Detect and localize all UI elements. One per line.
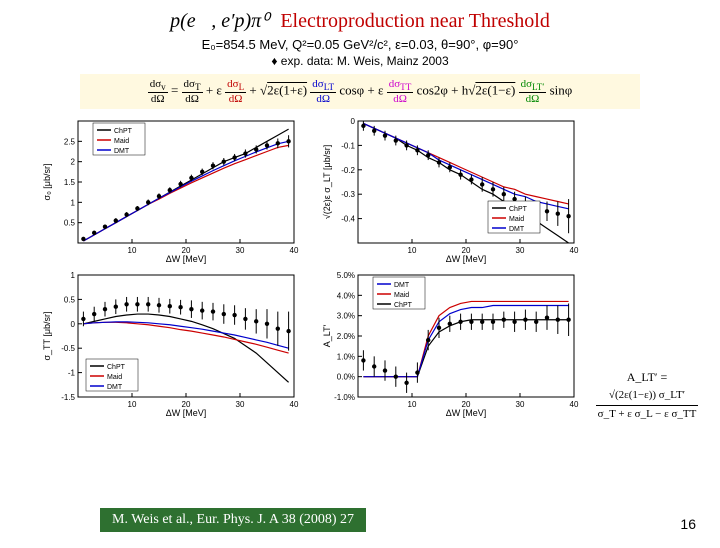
svg-text:2: 2 xyxy=(71,158,76,167)
svg-text:ΔW [MeV]: ΔW [MeV] xyxy=(446,408,487,418)
svg-text:40: 40 xyxy=(570,400,579,409)
svg-text:30: 30 xyxy=(516,400,525,409)
svg-text:1.0%: 1.0% xyxy=(337,353,355,362)
svg-text:ChPT: ChPT xyxy=(509,206,528,213)
svg-text:A_LT′: A_LT′ xyxy=(322,325,332,348)
panel-sigma0: 102030400.511.522.5σ₀ [μb/sr]ΔW [MeV]ChP… xyxy=(40,115,300,265)
svg-text:10: 10 xyxy=(408,246,417,255)
svg-text:DMT: DMT xyxy=(107,384,123,391)
svg-text:30: 30 xyxy=(236,246,245,255)
svg-text:ΔW [MeV]: ΔW [MeV] xyxy=(166,254,207,264)
title-text: Electroproduction near Threshold xyxy=(280,10,550,32)
svg-text:ΔW [MeV]: ΔW [MeV] xyxy=(166,408,207,418)
svg-text:DMT: DMT xyxy=(394,282,410,289)
svg-text:1: 1 xyxy=(71,271,76,280)
svg-text:10: 10 xyxy=(128,246,137,255)
panel-sigmaTT: 10203040-1.5-1-0.500.51σ_TT [μb/sr]ΔW [M… xyxy=(40,269,300,419)
svg-text:40: 40 xyxy=(290,246,299,255)
svg-text:10: 10 xyxy=(408,400,417,409)
svg-text:-1.5: -1.5 xyxy=(61,393,75,402)
svg-text:σ_TT [μb/sr]: σ_TT [μb/sr] xyxy=(42,312,52,361)
exp-data-label: ♦ exp. data: M. Weis, Mainz 2003 xyxy=(0,54,720,68)
svg-text:-1: -1 xyxy=(68,369,76,378)
subtitle: E₀=854.5 MeV, Q²=0.05 GeV²/c², ε=0.03, θ… xyxy=(0,37,720,52)
svg-text:5.0%: 5.0% xyxy=(337,271,355,280)
svg-text:40: 40 xyxy=(570,246,579,255)
svg-text:2.5: 2.5 xyxy=(64,138,76,147)
svg-text:1: 1 xyxy=(71,199,76,208)
svg-text:√(2ε)ε σ_LT [μb/sr]: √(2ε)ε σ_LT [μb/sr] xyxy=(322,145,332,219)
svg-text:Maid: Maid xyxy=(107,374,122,381)
svg-text:0: 0 xyxy=(71,320,76,329)
svg-text:30: 30 xyxy=(236,400,245,409)
title-formula: p(e⃗, e′p)π⁰ xyxy=(170,10,269,32)
svg-text:1.5: 1.5 xyxy=(64,178,76,187)
svg-text:DMT: DMT xyxy=(509,226,525,233)
svg-text:0: 0 xyxy=(351,117,356,126)
page-title: p(e⃗, e′p)π⁰ Electroproduction near Thre… xyxy=(0,8,720,33)
citation-box: M. Weis et al., Eur. Phys. J. A 38 (2008… xyxy=(100,508,366,532)
marker-icon: ♦ xyxy=(271,54,277,68)
svg-text:-1.0%: -1.0% xyxy=(334,393,355,402)
svg-text:-0.3: -0.3 xyxy=(341,190,355,199)
svg-text:ΔW [MeV]: ΔW [MeV] xyxy=(446,254,487,264)
panel-ALTprime: 10203040-1.0%0.0%1.0%2.0%3.0%4.0%5.0%A_L… xyxy=(320,269,580,419)
svg-text:3.0%: 3.0% xyxy=(337,312,355,321)
svg-text:-0.1: -0.1 xyxy=(341,142,355,151)
svg-text:40: 40 xyxy=(290,400,299,409)
svg-text:DMT: DMT xyxy=(114,148,130,155)
svg-text:Maid: Maid xyxy=(394,292,409,299)
page-number: 16 xyxy=(680,516,696,532)
svg-text:2.0%: 2.0% xyxy=(337,332,355,341)
svg-text:0.0%: 0.0% xyxy=(337,373,355,382)
equation-box: dσvdΩ = dσTdΩ + ε dσLdΩ + √2ε(1+ε) dσLTd… xyxy=(80,74,640,109)
svg-text:-0.5: -0.5 xyxy=(61,344,75,353)
alt-formula: A_LT′ = √(2ε(1−ε)) σ_LT′ σ_T + ε σ_L − ε… xyxy=(592,368,702,423)
svg-text:Maid: Maid xyxy=(509,216,524,223)
svg-text:ChPT: ChPT xyxy=(394,302,413,309)
svg-text:10: 10 xyxy=(128,400,137,409)
svg-text:σ₀ [μb/sr]: σ₀ [μb/sr] xyxy=(42,164,52,201)
svg-text:ChPT: ChPT xyxy=(107,364,126,371)
svg-text:Maid: Maid xyxy=(114,138,129,145)
svg-text:ChPT: ChPT xyxy=(114,128,133,135)
svg-text:0.5: 0.5 xyxy=(64,219,76,228)
svg-text:-0.2: -0.2 xyxy=(341,166,355,175)
svg-text:4.0%: 4.0% xyxy=(337,292,355,301)
svg-text:30: 30 xyxy=(516,246,525,255)
svg-text:0.5: 0.5 xyxy=(64,296,76,305)
panel-sigmaLT: 10203040-0.4-0.3-0.2-0.10√(2ε)ε σ_LT [μb… xyxy=(320,115,580,265)
svg-text:-0.4: -0.4 xyxy=(341,215,355,224)
